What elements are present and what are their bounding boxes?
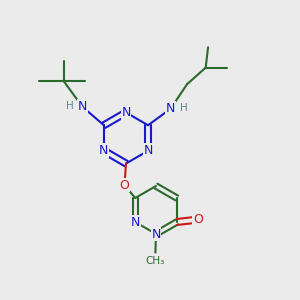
Text: O: O — [193, 213, 203, 226]
Text: N: N — [78, 100, 87, 113]
Text: N: N — [121, 106, 131, 119]
Text: H: H — [180, 103, 188, 113]
Text: O: O — [120, 178, 129, 192]
Text: N: N — [130, 215, 140, 229]
Text: N: N — [99, 144, 109, 157]
Text: CH₃: CH₃ — [146, 256, 165, 266]
Text: N: N — [151, 227, 161, 241]
Text: N: N — [143, 144, 153, 157]
Text: H: H — [65, 101, 73, 111]
Text: N: N — [166, 102, 175, 115]
